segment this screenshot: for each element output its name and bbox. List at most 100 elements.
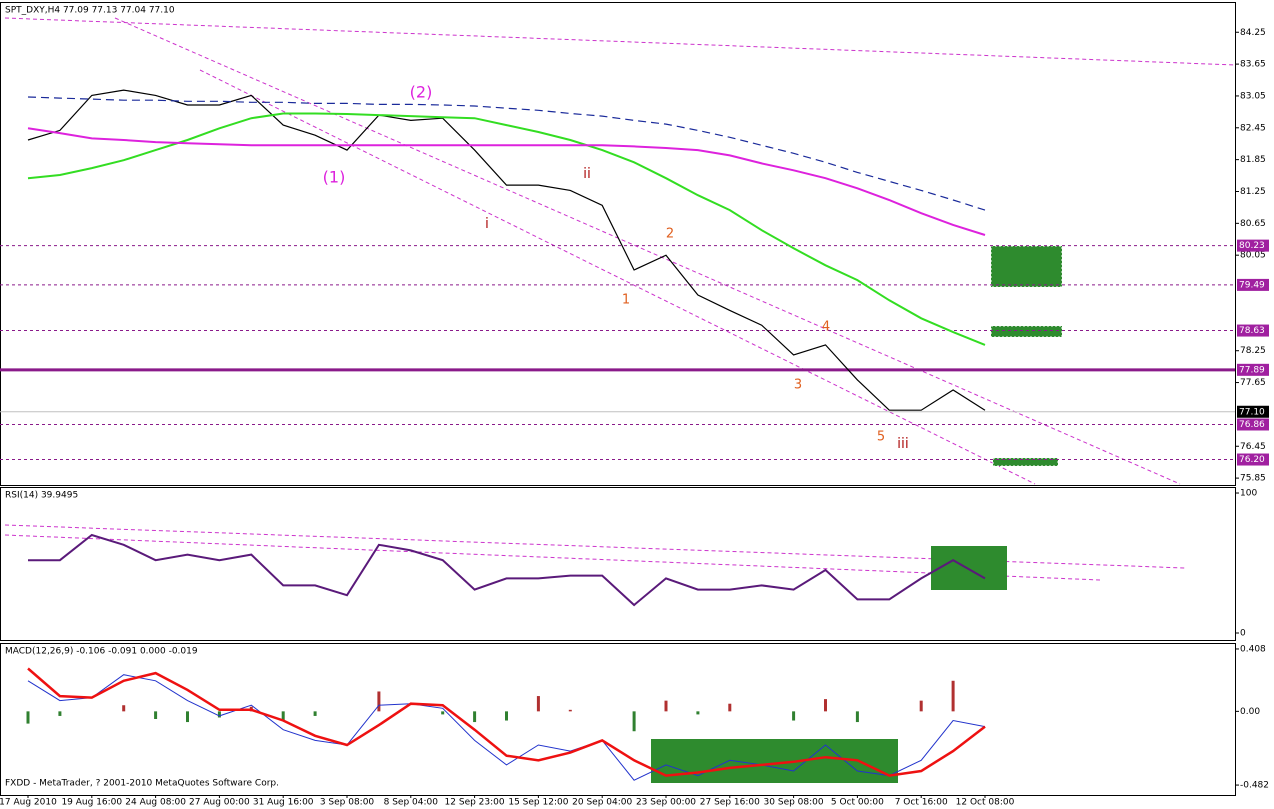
trend-line — [4, 534, 1101, 581]
level-label: 79.49 — [1239, 280, 1265, 290]
x-tick-label: 7 Oct 16:00 — [895, 798, 948, 808]
histogram-bar — [696, 711, 700, 715]
x-tick-label: 15 Sep 12:00 — [508, 798, 568, 808]
y-tick-label: 80.65 — [1240, 219, 1266, 229]
level-label: 77.10 — [1239, 407, 1265, 417]
x-tick-label: 17 Aug 2010 — [0, 798, 57, 808]
series-line — [28, 533, 986, 607]
y-tick-label: 81.25 — [1240, 187, 1266, 197]
y-tick-label: 0 — [1240, 629, 1246, 639]
x-tick-label: 3 Sep 08:00 — [320, 798, 375, 808]
wave-label: ii — [583, 166, 591, 182]
level-label-box — [1237, 278, 1269, 291]
trend-line — [114, 17, 1181, 485]
wave-label: 4 — [822, 320, 830, 335]
target-zone — [990, 325, 1063, 338]
wave-label: iii — [897, 436, 909, 452]
histogram-bar — [122, 705, 126, 712]
level-label-box — [1237, 324, 1269, 337]
series-line — [27, 127, 986, 236]
histogram-bar — [473, 711, 477, 723]
level-label-box — [1237, 405, 1269, 418]
histogram-bar — [664, 700, 668, 712]
histogram-bar — [728, 703, 732, 712]
histogram-bar — [855, 711, 859, 723]
y-tick-label: 0.408 — [1240, 644, 1266, 654]
x-tick-label: 30 Sep 08:00 — [764, 798, 824, 808]
panel-frame — [0, 2, 1236, 486]
panel-frame — [0, 487, 1236, 641]
level-label: 77.89 — [1239, 365, 1265, 375]
histogram-bar — [377, 691, 381, 712]
trend-line — [199, 69, 1036, 485]
y-tick-label: 76.45 — [1240, 442, 1266, 452]
level-label: 80.23 — [1239, 241, 1265, 251]
y-tick-label: 81.85 — [1240, 155, 1266, 165]
panel-frame — [0, 643, 1236, 796]
wave-label: 5 — [877, 430, 885, 445]
target-zone — [990, 245, 1063, 288]
histogram-bar — [792, 711, 796, 721]
level-label-box — [1237, 418, 1269, 431]
y-tick-label: 84.25 — [1240, 28, 1266, 38]
y-tick-label: -0.482 — [1240, 781, 1269, 791]
histogram-bar — [536, 696, 540, 712]
histogram-bar — [568, 709, 572, 712]
x-tick-label: 12 Sep 23:00 — [445, 798, 505, 808]
panel-title: RSI(14) 39.9495 — [5, 491, 78, 501]
wave-label: i — [485, 216, 489, 232]
panel-title: MACD(12,26,9) -0.106 -0.091 0.000 -0.019 — [5, 647, 198, 657]
histogram-bar — [281, 711, 285, 721]
series-line — [27, 89, 986, 411]
y-tick-label: 77.65 — [1240, 378, 1266, 388]
y-tick-label: 75.85 — [1240, 474, 1266, 484]
histogram-bar — [951, 680, 955, 712]
histogram-bar — [824, 699, 827, 712]
histogram-bar — [919, 700, 923, 712]
histogram-bar — [441, 711, 445, 715]
y-tick-label: 100 — [1240, 489, 1257, 499]
footer: FXDD - MetaTrader, ? 2001-2010 MetaQuote… — [5, 779, 279, 789]
level-label-box — [1237, 363, 1269, 376]
x-tick-label: 23 Sep 00:00 — [636, 798, 696, 808]
x-tick-label: 27 Sep 16:00 — [700, 798, 760, 808]
x-tick-label: 20 Sep 04:00 — [572, 798, 632, 808]
highlight-zone — [931, 546, 1007, 590]
panel-title: SPT_DXY,H4 77.09 77.13 77.04 77.10 — [5, 6, 175, 16]
x-tick-label: 5 Oct 00:00 — [831, 798, 884, 808]
series-line — [27, 667, 986, 777]
histogram-bar — [217, 711, 221, 718]
histogram-bar — [26, 711, 30, 724]
y-tick-label: 83.65 — [1240, 60, 1266, 70]
histogram-bar — [154, 711, 158, 719]
x-tick-label: 12 Oct 08:00 — [956, 798, 1015, 808]
level-label-box — [1237, 453, 1269, 466]
y-tick-label: 80.05 — [1240, 251, 1266, 261]
level-label-box — [1237, 239, 1269, 252]
x-tick-label: 31 Aug 16:00 — [253, 798, 314, 808]
y-tick-label: 82.45 — [1240, 123, 1266, 133]
histogram-bar — [58, 711, 62, 716]
histogram-bar — [505, 711, 508, 721]
histogram-bar — [313, 711, 317, 716]
wave-label: 1 — [622, 293, 630, 308]
x-tick-label: 19 Aug 16:00 — [61, 798, 122, 808]
level-label: 78.63 — [1239, 326, 1265, 336]
target-zone — [992, 457, 1059, 467]
wave-label: 3 — [794, 378, 802, 393]
wave-label: (2) — [410, 83, 433, 102]
wave-label: 2 — [666, 227, 674, 242]
y-tick-label: 83.05 — [1240, 91, 1266, 101]
histogram-bar — [186, 711, 189, 723]
y-tick-label: 78.25 — [1240, 346, 1266, 356]
x-tick-label: 24 Aug 08:00 — [125, 798, 186, 808]
x-tick-label: 8 Sep 04:00 — [384, 798, 439, 808]
decorations — [4, 17, 1236, 783]
level-label: 76.20 — [1239, 455, 1265, 465]
trend-line — [4, 17, 1236, 66]
series-line — [27, 112, 986, 346]
level-label: 76.86 — [1239, 420, 1265, 430]
x-tick-label: 27 Aug 00:00 — [189, 798, 250, 808]
